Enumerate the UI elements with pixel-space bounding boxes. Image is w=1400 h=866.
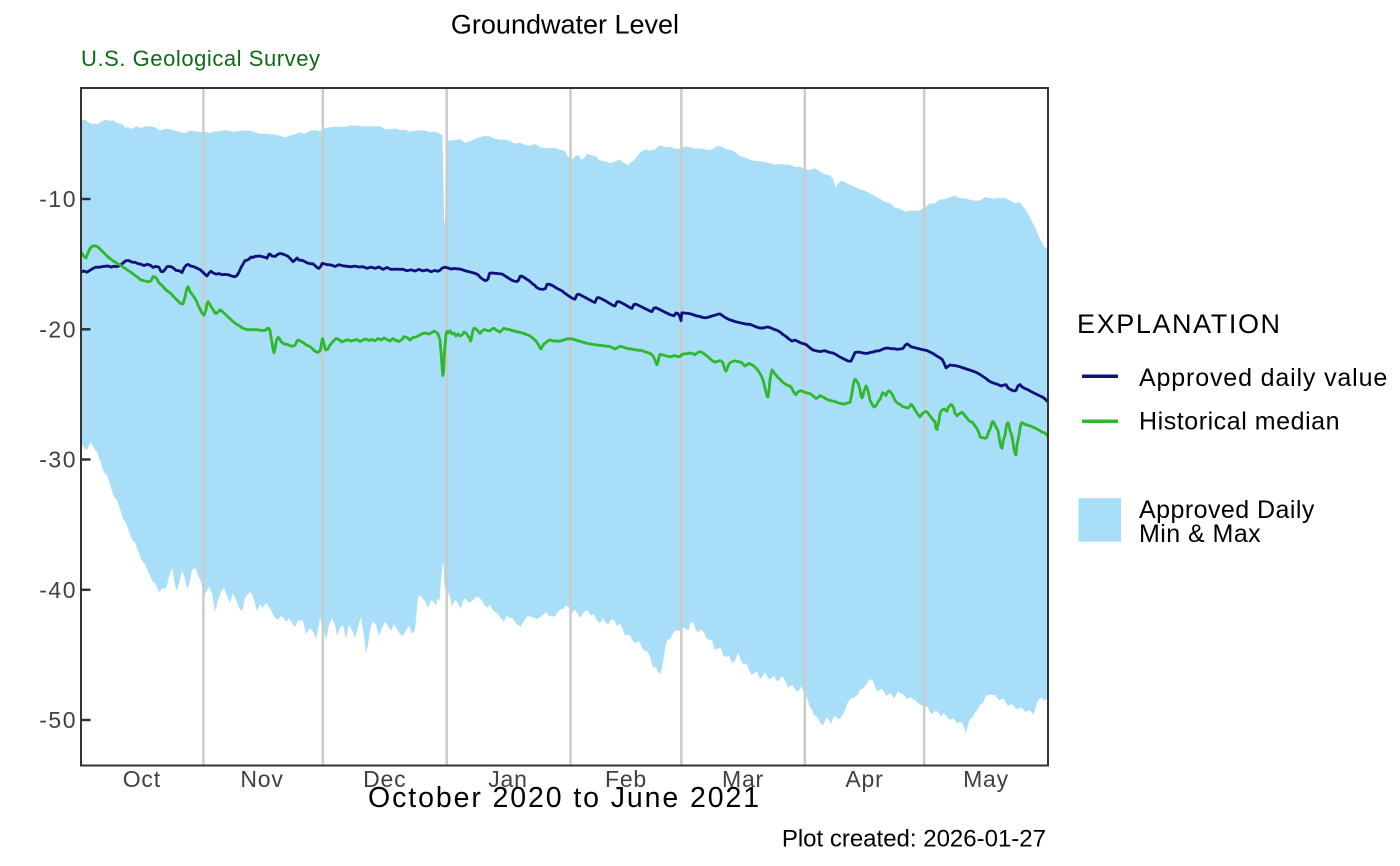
svg-text:Min & Max: Min & Max [1139,520,1261,548]
svg-text:Approved daily value: Approved daily value [1139,364,1388,392]
svg-text:May: May [963,766,1009,792]
svg-text:-20: -20 [39,317,77,343]
svg-text:Jan: Jan [488,766,527,792]
svg-text:Feb: Feb [605,766,647,792]
svg-text:Approved Daily: Approved Daily [1139,496,1315,524]
svg-text:-40: -40 [39,577,77,603]
svg-text:Apr: Apr [845,766,883,792]
svg-text:October 2020 to June 2021: October 2020 to June 2021 [368,782,761,814]
svg-text:Historical median: Historical median [1139,408,1340,436]
svg-text:Plot created: 2026-01-27: Plot created: 2026-01-27 [782,826,1046,853]
svg-text:Groundwater Level: Groundwater Level [451,10,679,40]
svg-text:-10: -10 [39,186,77,212]
svg-text:-30: -30 [39,447,77,473]
svg-text:Mar: Mar [722,766,764,792]
svg-text:Dec: Dec [363,766,406,792]
svg-text:U.S. Geological Survey: U.S. Geological Survey [81,46,321,71]
svg-text:Nov: Nov [240,766,283,792]
svg-text:-50: -50 [39,707,77,733]
svg-text:EXPLANATION: EXPLANATION [1077,309,1282,339]
svg-text:Oct: Oct [123,766,161,792]
